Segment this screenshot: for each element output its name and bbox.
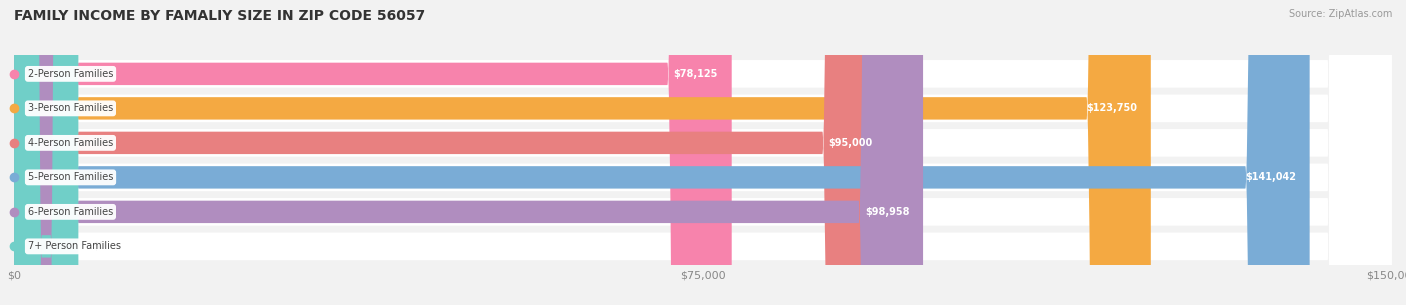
Text: FAMILY INCOME BY FAMALIY SIZE IN ZIP CODE 56057: FAMILY INCOME BY FAMALIY SIZE IN ZIP COD…	[14, 9, 425, 23]
FancyBboxPatch shape	[14, 0, 1392, 305]
FancyBboxPatch shape	[14, 0, 1309, 305]
FancyBboxPatch shape	[14, 0, 887, 305]
Text: 7+ Person Families: 7+ Person Families	[28, 241, 121, 251]
Text: $98,958: $98,958	[865, 207, 910, 217]
Text: $0: $0	[93, 241, 105, 251]
FancyBboxPatch shape	[14, 0, 1392, 305]
FancyBboxPatch shape	[14, 0, 731, 305]
Text: 5-Person Families: 5-Person Families	[28, 172, 114, 182]
Text: $95,000: $95,000	[828, 138, 873, 148]
FancyBboxPatch shape	[14, 0, 1392, 305]
Text: $141,042: $141,042	[1244, 172, 1296, 182]
Text: Source: ZipAtlas.com: Source: ZipAtlas.com	[1288, 9, 1392, 19]
FancyBboxPatch shape	[14, 0, 1392, 305]
Text: $123,750: $123,750	[1085, 103, 1137, 113]
Text: 4-Person Families: 4-Person Families	[28, 138, 112, 148]
FancyBboxPatch shape	[14, 0, 1392, 305]
FancyBboxPatch shape	[14, 0, 79, 305]
Text: 3-Person Families: 3-Person Families	[28, 103, 112, 113]
FancyBboxPatch shape	[14, 0, 1150, 305]
Text: $78,125: $78,125	[673, 69, 718, 79]
FancyBboxPatch shape	[14, 0, 1392, 305]
Text: 6-Person Families: 6-Person Families	[28, 207, 112, 217]
Text: 2-Person Families: 2-Person Families	[28, 69, 114, 79]
FancyBboxPatch shape	[14, 0, 924, 305]
